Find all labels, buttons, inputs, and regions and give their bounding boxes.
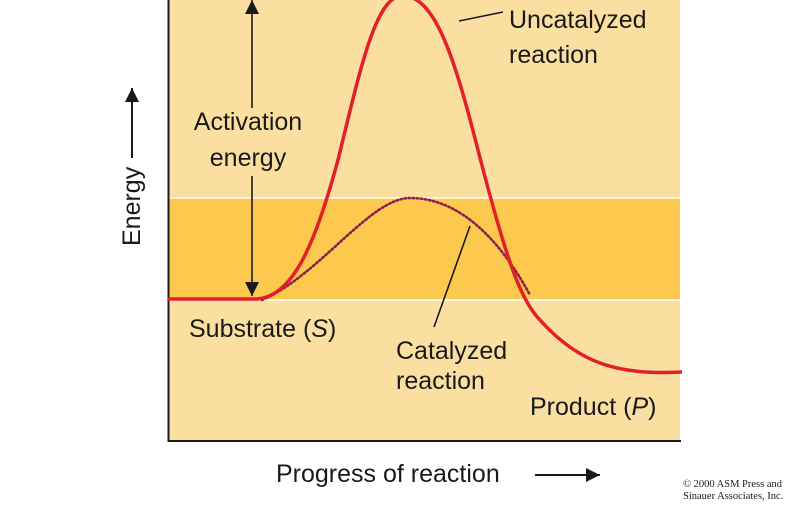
copyright-line1: © 2000 ASM Press and (683, 479, 783, 490)
catalyzed-leader (433, 225, 471, 328)
activation-energy-band (168, 198, 680, 300)
product-label-text: Product ( (530, 393, 632, 421)
catalyzed-label-line2: reaction (396, 367, 485, 395)
activation-label-line1: Activation (194, 108, 302, 136)
uncatalyzed-leader (458, 11, 504, 22)
substrate-symbol: S (311, 315, 328, 343)
activation-label-line2: energy (210, 144, 287, 172)
x-axis-label: Progress of reaction (276, 460, 500, 488)
uncatalyzed-label-line2: reaction (509, 41, 598, 69)
copyright-line2: Sinauer Associates, Inc. (683, 491, 783, 502)
y-axis-title-group: Energy (118, 88, 146, 246)
product-label: Product (P) (530, 393, 656, 421)
uncatalyzed-label-line1: Uncatalyzed (509, 6, 647, 34)
substrate-label-text: Substrate ( (189, 315, 312, 343)
catalyzed-label-line1: Catalyzed (396, 337, 507, 365)
substrate-label-close: ) (328, 315, 336, 343)
y-axis-label: Energy (118, 166, 146, 246)
substrate-label: Substrate (S) (189, 315, 336, 343)
uncatalyzed-curve (168, 0, 683, 375)
catalyzed-curve (260, 196, 532, 302)
product-label-close: ) (648, 393, 656, 421)
product-symbol: P (631, 393, 648, 421)
